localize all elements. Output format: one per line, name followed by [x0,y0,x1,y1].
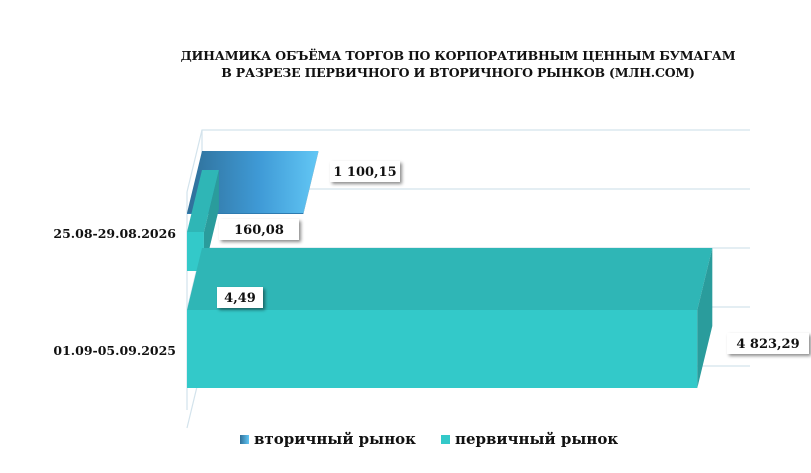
bar-secondary-cat0-front [187,213,304,214]
data-label-secondary-cat0-box [330,161,400,182]
data-label-primary-cat1-box [727,333,809,354]
chart-title-line-2: В РАЗРЕЗЕ ПЕРВИЧНОГО И ВТОРИЧНОГО РЫНКОВ… [221,65,695,80]
data-label-secondary-cat0-text: 1 100,15 [333,165,396,180]
category-label: 01.09-05.09.2025 [53,343,176,358]
legend-swatch-secondary [240,434,249,444]
data-label-primary-cat0: 160,08 [219,219,299,240]
data-label-secondary-cat1-box [217,287,263,308]
data-label-primary-cat0-box [219,219,299,240]
bar-secondary-cat0-end [303,151,319,214]
chart-title: ДИНАМИКА ОБЪЁМА ТОРГОВ ПО КОРПОРАТИВНЫМ … [0,47,811,81]
legend: вторичный рынок первичный рынок [0,430,811,454]
legend-swatch-primary [441,434,450,444]
data-label-primary-cat1-text: 4 823,29 [736,337,799,352]
bar-primary-cat1-top [187,248,713,310]
bar-primary-cat1-end [697,248,713,388]
data-label-secondary-cat1-text: 4,49 [224,291,256,306]
legend-item-primary: первичный рынок [441,430,618,448]
bar-primary-cat1-front [187,310,698,388]
legend-item-secondary: вторичный рынок [240,430,416,448]
legend-label-primary: первичный рынок [455,430,619,448]
bar-primary-cat0-top [187,170,219,232]
data-label-primary-cat0-text: 160,08 [234,223,284,238]
data-label-secondary-cat1: 4,49 [217,287,263,308]
bar-primary-cat0-end [203,170,219,271]
chart-title-line-1: ДИНАМИКА ОБЪЁМА ТОРГОВ ПО КОРПОРАТИВНЫМ … [180,48,736,63]
legend-label-secondary: вторичный рынок [254,430,417,448]
data-label-secondary-cat0: 1 100,15 [330,161,400,182]
labels: 25.08-29.08.2026 01.09-05.09.2025 1 100,15… [53,161,809,358]
category-label: 25.08-29.08.2026 [53,226,176,241]
bars [187,151,713,388]
bar-secondary-cat0-top [187,151,319,213]
data-label-primary-cat1: 4 823,29 [727,333,809,354]
